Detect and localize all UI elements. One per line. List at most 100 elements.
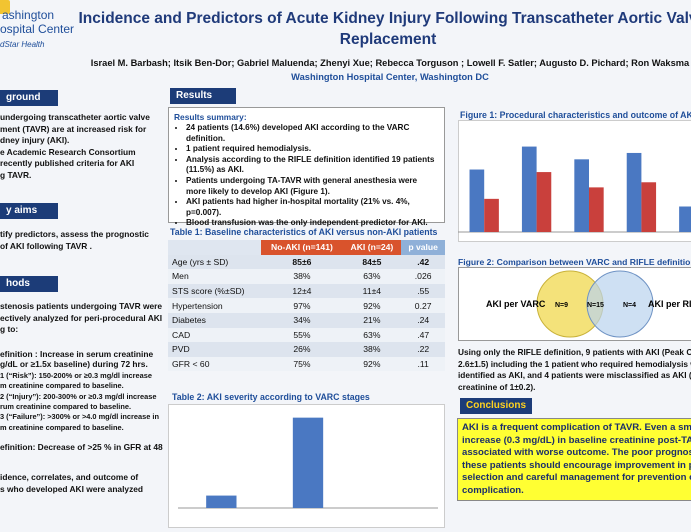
text-line: m creatinine compared to baseline. <box>0 381 124 391</box>
table-row: Diabetes 34% 21% .24 <box>168 312 445 328</box>
table-header: No-AKI (n=141) AKI (n=24) p value <box>168 240 445 255</box>
venn-circle <box>586 270 654 338</box>
table-cell: Hypertension <box>172 300 223 311</box>
table-cell: 21% <box>363 315 381 326</box>
table-cell: Men <box>172 271 189 282</box>
section-heading: y aims <box>0 203 58 219</box>
table-cell: 38% <box>363 344 381 355</box>
bar <box>292 417 324 508</box>
text-line: ectively analyzed for peri-procedural AK… <box>0 312 163 323</box>
table-cell: PVD <box>172 344 190 355</box>
table-cell: 97% <box>293 300 311 311</box>
logo-mark <box>0 0 10 14</box>
figure-title: Figure 2: Comparison between VARC and RI… <box>458 257 691 267</box>
bar <box>521 146 537 232</box>
bar <box>484 198 499 232</box>
text-line: dney injury (AKI). <box>0 135 70 145</box>
text-line: rum creatinine compared to baseline. <box>0 402 132 411</box>
table-cell: 63% <box>363 271 381 282</box>
text-line: idence, correlates, and outcome of <box>0 472 139 482</box>
text-line: associated with worse outcome. The poor … <box>462 447 691 459</box>
table-cell: 75% <box>293 359 311 370</box>
text-line: 1 (“Risk”): 150-200% or ≥0.3 mg/dl incre… <box>0 370 152 380</box>
text-line: m creatinine compared to baseline. <box>0 422 124 432</box>
text-line: efinition : Increase in serum creatinine <box>0 349 154 359</box>
bullet: Blood transfusion was the only independe… <box>186 218 439 229</box>
logo-text: ashington <box>2 8 55 22</box>
venn-label: AKI per VARC <box>486 299 546 309</box>
bullet: 1 patient required hemodialysis. <box>186 144 439 155</box>
table-cell: .026 <box>414 271 432 282</box>
table-cell: 34% <box>293 315 311 326</box>
text-line: complication. <box>462 484 524 496</box>
text-line: these patients should encourage improvem… <box>462 459 691 471</box>
table-row: CAD 55% 63% .47 <box>168 327 445 343</box>
bar <box>679 206 691 232</box>
text-line: tify predictors, assess the prognostic <box>0 229 149 239</box>
table-title: Table 1: Baseline characteristics of AKI… <box>170 227 438 237</box>
header-cell: No-AKI (n=141) <box>261 240 343 255</box>
bullet: Patients undergoing TA-TAVR with general… <box>186 176 439 197</box>
figure-title: Table 2: AKI severity according to VARC … <box>172 392 370 402</box>
table-cell: 0.27 <box>414 300 432 311</box>
text-line: g TAVR. <box>0 169 32 180</box>
text-line: creatinine of 1±0.2). <box>458 381 536 392</box>
table-cell: .24 <box>417 315 430 326</box>
text-line: undergoing transcatheter aortic valve <box>0 112 150 122</box>
table-row: Men 38% 63% .026 <box>168 269 445 284</box>
bar <box>589 187 604 232</box>
text-line: e Academic Research Consortium <box>0 146 136 157</box>
bar <box>536 172 552 232</box>
table-cell: 63% <box>363 329 381 340</box>
section-heading: Results <box>170 88 236 104</box>
text-line: g to: <box>0 324 19 334</box>
procedural-chart <box>458 120 691 242</box>
venn-label: AKI per RIFL <box>648 299 691 309</box>
bullet: 24 patients (14.6%) developed AKI accord… <box>186 123 439 144</box>
header-cell: AKI (n=24) <box>342 240 402 255</box>
table-row: STS score (%±SD) 12±4 11±4 .55 <box>168 283 445 299</box>
table-cell: 38% <box>293 271 311 282</box>
table-cell: 11±4 <box>362 286 382 297</box>
table-row: Hypertension 97% 92% 0.27 <box>168 298 445 313</box>
bar <box>641 182 657 232</box>
text-line: selection and careful management for pre… <box>462 472 691 484</box>
text-line: s who developed AKI were analyzed <box>0 483 144 494</box>
results-summary: Results summary: 24 patients (14.6%) dev… <box>168 107 445 227</box>
affiliation: Washington Hospital Center, Washington D… <box>291 72 489 82</box>
table-cell: GFR < 60 <box>172 359 210 370</box>
text-line: stenosis patients undergoing TAVR were <box>0 301 163 311</box>
text-line: 3 (“Failure”): >300% or >4.0 mg/dl incre… <box>0 412 159 422</box>
bar <box>469 169 485 232</box>
table-cell: STS score (%±SD) <box>172 286 245 297</box>
table-cell: Diabetes <box>172 315 206 326</box>
table-cell: 85±6 <box>292 256 312 267</box>
table-row: PVD 26% 38% .22 <box>168 342 445 357</box>
title: Incidence and Predictors of Acute Kidney… <box>68 8 691 50</box>
text-line: increase (0.3 mg/dL) in baseline creatin… <box>462 434 691 446</box>
text-line: 2 (“Injury”): 200-300% or ≥0.3 mg/dl inc… <box>0 391 157 401</box>
text-line: efinition: Decrease of >25 % in GFR at 4… <box>0 442 163 452</box>
table-row: GFR < 60 75% 92% .11 <box>168 356 445 372</box>
figure2-text: Using only the RIFLE definition, 9 patie… <box>458 347 691 393</box>
section-heading: ground <box>0 90 58 106</box>
bullet-list: 24 patients (14.6%) developed AKI accord… <box>174 123 439 229</box>
text-line: of AKI following TAVR . <box>0 240 92 251</box>
title-line: Replacement <box>339 31 437 48</box>
header-cell: p value <box>401 240 445 255</box>
bar <box>206 495 237 508</box>
table-cell: 92% <box>363 359 381 370</box>
table-cell: Age (yrs ± SD) <box>172 256 229 267</box>
section-heading: Conclusions <box>460 398 532 414</box>
table-cell: .42 <box>417 256 430 267</box>
table-cell: 55% <box>293 329 311 340</box>
figure-title: Figure 1: Procedural characteristics and… <box>460 110 691 120</box>
venn-count: N=4 <box>623 302 636 309</box>
section-heading: hods <box>0 276 58 292</box>
summary-title: Results summary: <box>174 112 247 122</box>
header-cell <box>168 240 262 255</box>
title-line: Incidence and Predictors of Acute Kidney… <box>78 10 691 27</box>
bar <box>626 152 642 232</box>
table-cell: 84±5 <box>362 256 382 267</box>
bullet: Analysis according to the RIFLE definiti… <box>186 155 439 176</box>
